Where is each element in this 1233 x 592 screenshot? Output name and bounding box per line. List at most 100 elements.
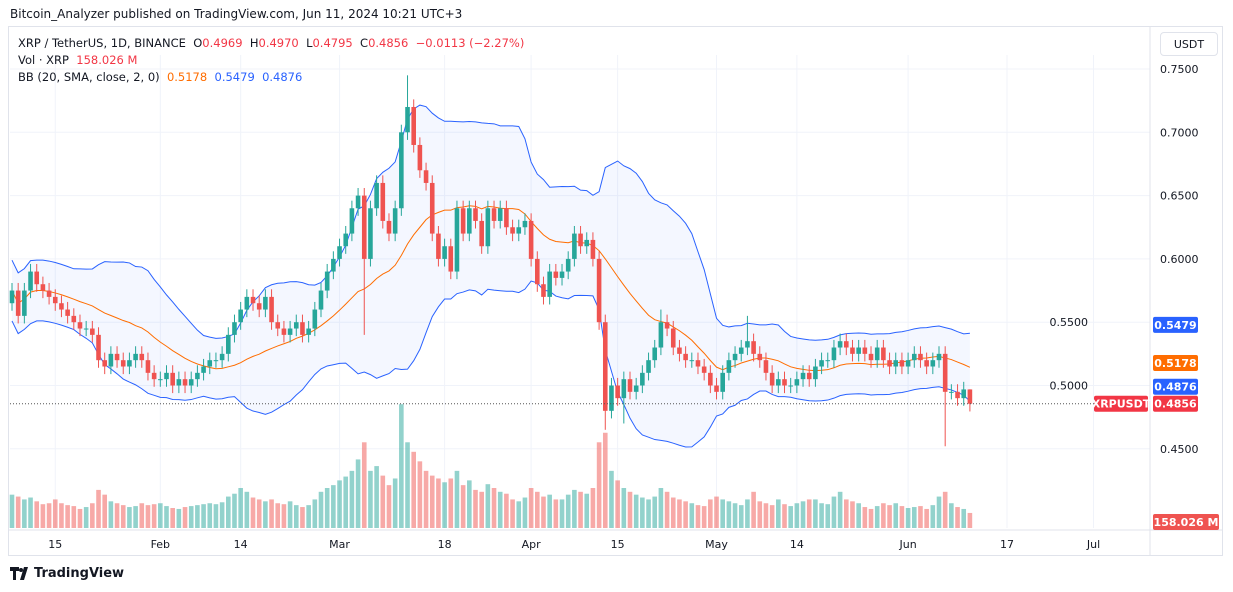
volume-bar (83, 507, 89, 528)
candle-body (287, 328, 293, 335)
volume-bar (232, 493, 237, 528)
volume-bar (244, 491, 250, 528)
symbol-tag-bg (1094, 395, 1148, 412)
x-tick-label: Jun (899, 538, 917, 551)
candle-body (392, 208, 398, 234)
x-tick-label: 15 (48, 538, 62, 551)
candle-body (343, 233, 349, 247)
volume-bar (942, 491, 948, 528)
candle-body (683, 353, 688, 361)
candle-body (813, 366, 818, 380)
candle-body (120, 360, 126, 367)
bb-upper-value: 0.5479 (214, 70, 255, 84)
bb-basis-value: 0.5178 (166, 70, 208, 84)
bb-basis-line (11, 205, 971, 372)
candle-body (769, 372, 775, 386)
candle-body (368, 208, 373, 259)
candle-body (52, 296, 58, 304)
candle-body (133, 353, 138, 361)
volume-bar (256, 499, 262, 528)
candle-body (411, 106, 416, 145)
candle-body (65, 309, 70, 316)
candle-body (83, 328, 89, 330)
volume-bar (442, 482, 447, 528)
volume-bar (201, 504, 206, 528)
candle-body (324, 271, 330, 291)
bb-label[interactable]: BB (20, SMA, close, 2, 0) (18, 70, 160, 84)
candle-body (745, 341, 750, 348)
volume-bar (281, 504, 287, 528)
volume-bar (763, 503, 769, 528)
candle-body (918, 353, 923, 361)
candle-body (467, 208, 472, 234)
volume-bar (263, 501, 268, 528)
volume-bar (34, 501, 40, 528)
candle-body (856, 347, 861, 354)
volume-bar (553, 499, 559, 528)
candle-body (399, 132, 404, 209)
volume-bar (176, 508, 182, 528)
change-value: −0.0113 (−2.27%) (415, 36, 525, 50)
volume-bar (918, 506, 923, 528)
volume-bar (609, 470, 614, 528)
bb-legend: BB (20, SMA, close, 2, 0) 0.5178 0.5479 … (18, 69, 524, 86)
volume-label[interactable]: Vol · XRP (18, 53, 69, 67)
volume-bar (794, 503, 800, 528)
volume-bar (40, 504, 46, 528)
volume-bar (386, 485, 392, 528)
candle-body (893, 360, 899, 367)
volume-bar (813, 499, 818, 528)
candle-body (417, 144, 423, 171)
candle-body (516, 227, 522, 234)
low-label: L (306, 36, 313, 50)
candle-body (788, 385, 793, 387)
candle-body (794, 379, 800, 386)
volume-bar (578, 491, 583, 528)
volume-bar (275, 503, 281, 528)
symbol-name[interactable]: XRP / TetherUS, 1D, BINANCE (18, 36, 186, 50)
volume-bar (349, 470, 355, 528)
volume-bar (250, 497, 256, 528)
candle-body (881, 347, 886, 361)
volume-bar (399, 404, 404, 528)
candle-body (590, 239, 596, 259)
volume-bar (714, 496, 719, 528)
volume-bar (565, 494, 571, 528)
candle-body (59, 303, 64, 310)
bb-lower-value: 0.4876 (262, 70, 303, 84)
candle-body (22, 290, 27, 316)
volume-bar (745, 499, 750, 528)
currency-button[interactable]: USDT (1160, 32, 1218, 56)
candle-body (275, 322, 281, 329)
candle-body (269, 296, 274, 323)
candle-body (930, 360, 936, 367)
candle-body (584, 239, 590, 247)
candle-body (429, 182, 435, 234)
volume-bar (541, 496, 546, 528)
brand-name: TradingView (34, 566, 125, 581)
volume-bar (510, 499, 515, 528)
candle-body (819, 360, 824, 367)
volume-bar (874, 506, 880, 528)
candle-body (800, 372, 806, 380)
candle-body (633, 385, 639, 392)
close-value: 0.4856 (368, 36, 409, 50)
candle-body (337, 246, 342, 259)
candle-body (652, 347, 658, 361)
candle-body (646, 360, 651, 373)
candle-body (862, 347, 868, 354)
volume-bar (361, 442, 367, 528)
volume-bar (436, 478, 441, 528)
candle-body (924, 360, 929, 367)
volume-bar (856, 503, 861, 528)
candle-body (331, 258, 336, 272)
candle-body (844, 341, 849, 348)
candle-body (232, 322, 237, 335)
candle-body (448, 246, 454, 272)
x-tick-label: Mar (329, 538, 350, 551)
candle-body (726, 360, 732, 373)
volume-bar (862, 507, 868, 528)
volume-bar (757, 501, 763, 528)
candle-body (77, 322, 83, 329)
